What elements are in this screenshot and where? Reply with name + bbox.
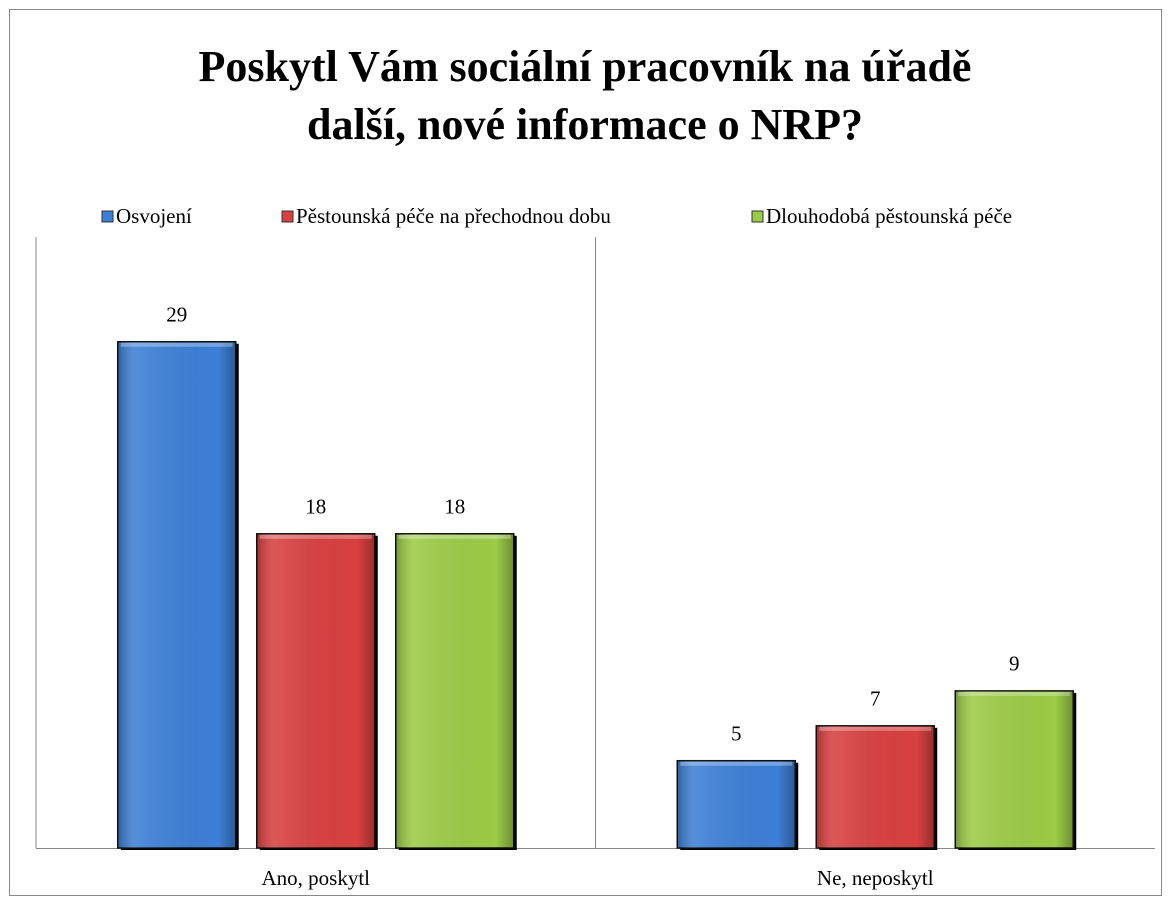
x-tick-label: Ne, neposkytl [817,866,934,890]
legend-swatch [751,210,764,223]
legend-label: Dlouhodobá pěstounská péče [766,204,1012,228]
bar-shade [955,690,1074,848]
bar-bevel [958,691,1071,696]
bar-shade [256,533,375,848]
data-label: 29 [166,303,187,327]
x-tick-label: Ano, poskytl [261,866,370,890]
bar-shade [677,760,796,848]
data-label: 9 [1009,652,1020,676]
bar-bevel [259,534,372,539]
data-label: 18 [305,495,326,519]
legend-label: Pěstounská péče na přechodnou dobu [296,204,611,228]
data-label: 5 [731,722,742,746]
data-label: 7 [870,687,881,711]
legend-label: Osvojení [116,204,192,228]
bar-shade [117,341,236,848]
bar-bevel [120,342,233,347]
bar-shade [395,533,514,848]
bar-bevel [819,726,932,731]
chart-title: Poskytl Vám sociální pracovník na úřadě … [198,42,972,149]
legend-swatch [281,210,294,223]
bar-bevel [398,534,511,539]
data-label: 18 [444,495,465,519]
bar-bevel [680,761,793,766]
bar-shade [816,725,935,848]
legend-swatch [101,210,114,223]
